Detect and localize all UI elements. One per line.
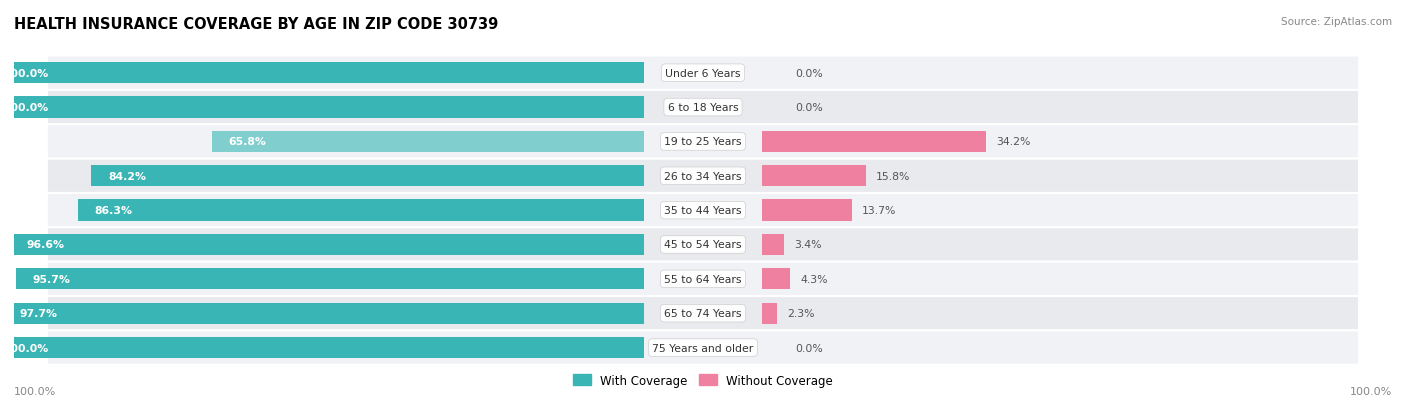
Text: 100.0%: 100.0% <box>1350 387 1392 396</box>
Bar <box>762 166 866 187</box>
Bar <box>212 131 644 153</box>
Bar <box>0 63 644 84</box>
Text: 100.0%: 100.0% <box>4 69 49 78</box>
Text: 65.8%: 65.8% <box>229 137 267 147</box>
Text: 100.0%: 100.0% <box>14 387 56 396</box>
Text: Source: ZipAtlas.com: Source: ZipAtlas.com <box>1281 17 1392 26</box>
FancyBboxPatch shape <box>46 91 1360 125</box>
Bar <box>3 303 644 324</box>
Bar <box>91 166 644 187</box>
FancyBboxPatch shape <box>46 262 1360 296</box>
Bar <box>10 234 644 256</box>
Text: 97.7%: 97.7% <box>20 309 58 318</box>
Text: 45 to 54 Years: 45 to 54 Years <box>664 240 742 250</box>
Text: 4.3%: 4.3% <box>800 274 828 284</box>
Text: 6 to 18 Years: 6 to 18 Years <box>668 103 738 113</box>
Text: 26 to 34 Years: 26 to 34 Years <box>664 171 742 181</box>
Text: 55 to 64 Years: 55 to 64 Years <box>664 274 742 284</box>
Bar <box>15 268 644 290</box>
Text: 0.0%: 0.0% <box>794 103 823 113</box>
FancyBboxPatch shape <box>46 125 1360 159</box>
Text: 15.8%: 15.8% <box>876 171 910 181</box>
Text: 34.2%: 34.2% <box>997 137 1031 147</box>
Legend: With Coverage, Without Coverage: With Coverage, Without Coverage <box>568 369 838 392</box>
FancyBboxPatch shape <box>46 228 1360 262</box>
Bar <box>0 97 644 119</box>
FancyBboxPatch shape <box>46 57 1360 91</box>
FancyBboxPatch shape <box>46 159 1360 194</box>
Bar <box>0 337 644 358</box>
Bar <box>762 303 778 324</box>
Text: 0.0%: 0.0% <box>794 69 823 78</box>
Text: 3.4%: 3.4% <box>794 240 821 250</box>
Text: 65 to 74 Years: 65 to 74 Years <box>664 309 742 318</box>
Text: 84.2%: 84.2% <box>108 171 146 181</box>
Text: 100.0%: 100.0% <box>4 103 49 113</box>
Text: 100.0%: 100.0% <box>4 343 49 353</box>
Text: HEALTH INSURANCE COVERAGE BY AGE IN ZIP CODE 30739: HEALTH INSURANCE COVERAGE BY AGE IN ZIP … <box>14 17 498 31</box>
Text: 96.6%: 96.6% <box>27 240 65 250</box>
Bar <box>762 131 987 153</box>
Text: 19 to 25 Years: 19 to 25 Years <box>664 137 742 147</box>
Bar <box>762 234 785 256</box>
Text: Under 6 Years: Under 6 Years <box>665 69 741 78</box>
Bar <box>762 200 852 221</box>
Text: 13.7%: 13.7% <box>862 206 896 216</box>
Text: 75 Years and older: 75 Years and older <box>652 343 754 353</box>
Text: 35 to 44 Years: 35 to 44 Years <box>664 206 742 216</box>
Text: 95.7%: 95.7% <box>32 274 70 284</box>
Bar <box>77 200 644 221</box>
Text: 86.3%: 86.3% <box>94 206 132 216</box>
FancyBboxPatch shape <box>46 330 1360 365</box>
FancyBboxPatch shape <box>46 296 1360 330</box>
FancyBboxPatch shape <box>46 194 1360 228</box>
Text: 2.3%: 2.3% <box>787 309 814 318</box>
Text: 0.0%: 0.0% <box>794 343 823 353</box>
Bar <box>762 268 790 290</box>
